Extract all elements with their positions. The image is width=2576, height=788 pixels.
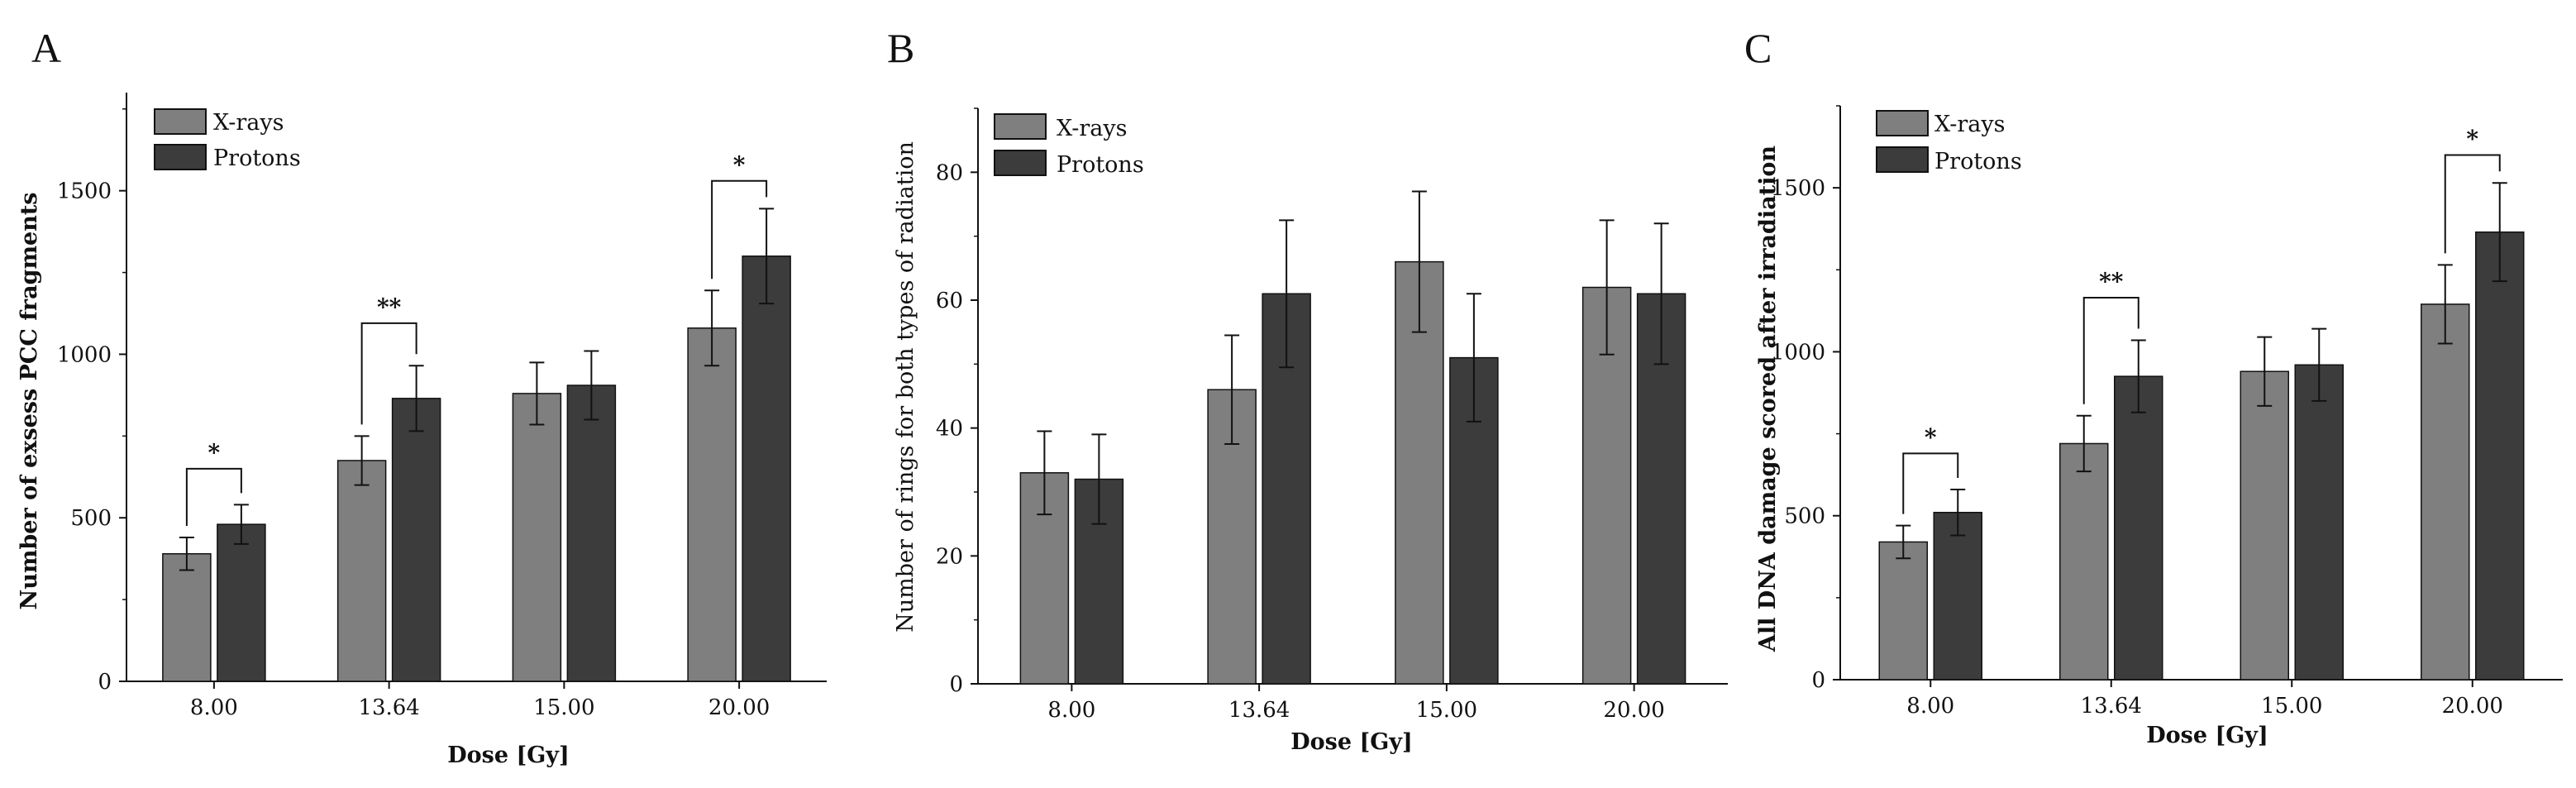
bar-protons-c bbox=[1933, 511, 1982, 681]
legend-label-protons-a: Protons bbox=[213, 146, 301, 171]
legend-swatch-protons-a bbox=[154, 144, 207, 170]
x-tick-label-a: 8.00 bbox=[190, 695, 238, 720]
x-tick-label-b: 8.00 bbox=[1047, 698, 1095, 723]
x-axis-title-a: Dose [Gy] bbox=[447, 743, 570, 768]
bar-xrays-c bbox=[1878, 541, 1928, 681]
legend-a: X-rays Protons bbox=[154, 108, 301, 171]
legend-c: X-rays Protons bbox=[1876, 110, 2022, 174]
y-axis-title-a: Number of exsess PCC fragments bbox=[17, 193, 42, 610]
y-tick-label-b: 60 bbox=[936, 289, 963, 313]
x-axis-title-c: Dose [Gy] bbox=[2146, 723, 2268, 748]
significance-bracket-a bbox=[711, 179, 768, 279]
x-tick-label-b: 15.00 bbox=[1416, 698, 1477, 723]
bar-protons-a bbox=[742, 256, 791, 682]
significance-label-a: * bbox=[733, 151, 746, 179]
significance-bracket-c bbox=[1902, 452, 1959, 514]
y-tick-label-b: 20 bbox=[936, 544, 963, 569]
y-tick-label-a: 1000 bbox=[57, 342, 112, 367]
y-tick-label-b: 40 bbox=[936, 417, 963, 442]
y-tick-label-a: 1500 bbox=[57, 179, 112, 204]
y-axis-title-b: Number of rings for both types of radiat… bbox=[893, 141, 918, 633]
plot-area-b: 0 20 40 60 80 8.00 13.64 15.00 20.00 bbox=[936, 107, 1728, 723]
y-tick-label-a: 500 bbox=[70, 506, 112, 531]
significance-label-c: ** bbox=[2099, 268, 2124, 295]
x-tick-label-c: 8.00 bbox=[1906, 694, 1954, 719]
x-tick-label-c: 15.00 bbox=[2261, 694, 2322, 719]
bar-xrays-c bbox=[2240, 370, 2289, 681]
legend-label-protons-b: Protons bbox=[1057, 152, 1144, 178]
legend-b: X-rays Protons bbox=[994, 113, 1144, 178]
y-tick-label-b: 80 bbox=[936, 160, 963, 185]
bar-protons-a bbox=[391, 398, 441, 682]
x-tick-label-a: 20.00 bbox=[708, 695, 770, 720]
bar-xrays-c bbox=[2421, 303, 2470, 681]
significance-bracket-a bbox=[360, 322, 417, 425]
panel-letter-b: B bbox=[887, 25, 914, 71]
bar-protons-c bbox=[2114, 375, 2163, 681]
y-tick-label-c: 1500 bbox=[1771, 176, 1825, 201]
x-tick-label-c: 20.00 bbox=[2442, 694, 2503, 719]
significance-bracket-c bbox=[2082, 296, 2140, 404]
x-tick-label-b: 13.64 bbox=[1228, 698, 1290, 723]
x-tick-label-a: 15.00 bbox=[533, 695, 594, 720]
significance-label-c: * bbox=[2466, 125, 2478, 152]
legend-swatch-protons-c bbox=[1876, 146, 1929, 173]
bar-protons-a bbox=[217, 523, 266, 682]
x-tick-label-c: 13.64 bbox=[2081, 694, 2142, 719]
legend-swatch-xrays-c bbox=[1876, 110, 1929, 136]
y-tick-label-c: 0 bbox=[1811, 668, 1825, 693]
y-tick-label-c: 500 bbox=[1784, 504, 1825, 529]
bar-xrays-a bbox=[512, 393, 562, 682]
legend-swatch-xrays-b bbox=[994, 113, 1047, 140]
y-axis-title-c: All DNA damage scored after irradiation bbox=[1755, 146, 1781, 652]
bar-xrays-c bbox=[2059, 442, 2109, 681]
y-tick-label-a: 0 bbox=[98, 670, 112, 695]
legend-swatch-protons-b bbox=[994, 150, 1047, 176]
bar-xrays-a bbox=[687, 327, 737, 682]
panel-b: B 0 20 40 60 80 8.00 13.64 15.00 20.00 Number of… bbox=[887, 25, 1728, 755]
bar-xrays-a bbox=[336, 460, 387, 682]
legend-swatch-xrays-a bbox=[154, 108, 207, 135]
panel-letter-a: A bbox=[31, 25, 61, 71]
legend-label-xrays-a: X-rays bbox=[213, 110, 284, 136]
significance-label-a: ** bbox=[377, 294, 402, 321]
significance-label-a: * bbox=[208, 439, 221, 466]
significance-bracket-a bbox=[185, 467, 242, 526]
significance-bracket-c bbox=[2444, 154, 2501, 254]
y-tick-label-c: 1000 bbox=[1771, 340, 1825, 365]
x-tick-label-a: 13.64 bbox=[358, 695, 419, 720]
legend-label-xrays-b: X-rays bbox=[1057, 116, 1128, 141]
bar-protons-c bbox=[2475, 231, 2525, 681]
legend-label-protons-c: Protons bbox=[1934, 149, 2022, 174]
bar-protons-a bbox=[566, 384, 617, 682]
significance-label-c: * bbox=[1925, 423, 1937, 451]
y-tick-label-b: 0 bbox=[949, 672, 963, 697]
bar-protons-c bbox=[2294, 364, 2344, 681]
panel-letter-c: C bbox=[1744, 25, 1772, 71]
x-axis-title-b: Dose [Gy] bbox=[1290, 729, 1413, 755]
bar-xrays-a bbox=[162, 552, 212, 682]
x-tick-label-b: 20.00 bbox=[1603, 698, 1664, 723]
legend-label-xrays-c: X-rays bbox=[1934, 112, 2006, 137]
